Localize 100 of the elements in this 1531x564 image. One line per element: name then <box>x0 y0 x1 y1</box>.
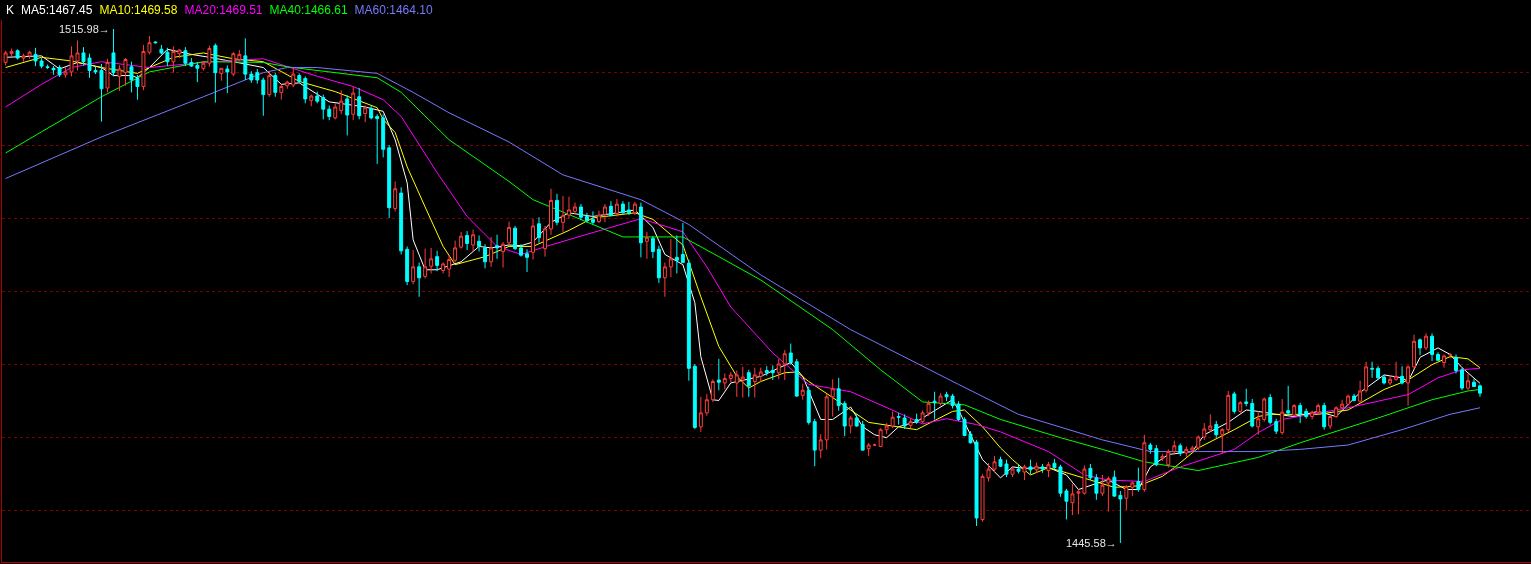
candlestick <box>758 367 763 383</box>
candlestick <box>1214 420 1219 439</box>
candlestick <box>1148 442 1153 455</box>
candlestick <box>507 221 512 245</box>
candlestick <box>537 216 541 244</box>
candlestick <box>1034 462 1039 474</box>
candlestick <box>1028 459 1033 475</box>
candlestick <box>303 75 308 104</box>
candlestick <box>1250 398 1255 428</box>
candlestick <box>740 366 745 399</box>
candlestick <box>776 358 781 380</box>
candlestick <box>626 201 631 216</box>
candlestick <box>381 113 386 158</box>
chart-title: K <box>6 3 15 17</box>
candlestick <box>1274 418 1279 435</box>
candlestick <box>1010 466 1015 478</box>
candlestick <box>1184 445 1189 458</box>
text: MA20:1469.51 <box>184 3 263 17</box>
candlestick <box>501 241 506 269</box>
candlestick <box>477 234 482 253</box>
candlestick <box>249 70 254 84</box>
candlestick <box>836 377 841 412</box>
candlestick <box>1142 434 1147 493</box>
candlestick <box>938 392 943 407</box>
candlestick <box>267 70 272 98</box>
candlestick <box>662 261 667 298</box>
candlestick <box>15 48 20 61</box>
text: MA10:1469.58 <box>99 3 178 17</box>
candlestick <box>555 193 559 226</box>
candlestick <box>1226 390 1231 433</box>
candlestick <box>453 240 458 263</box>
candlestick <box>1130 481 1135 497</box>
candlestick <box>1478 383 1482 398</box>
candlestick <box>644 231 649 260</box>
candlestick <box>405 245 410 286</box>
candlestick <box>770 364 775 381</box>
candlestick <box>890 410 895 429</box>
candlestick <box>1160 453 1165 462</box>
candlestick <box>860 420 865 452</box>
candlestick <box>495 234 500 260</box>
candlestick <box>561 195 565 233</box>
candlestick <box>519 243 523 258</box>
candlestick <box>1322 402 1327 431</box>
candlestick <box>1388 374 1393 386</box>
candlestick <box>279 84 284 101</box>
candlestick <box>632 201 637 216</box>
candlestick <box>525 248 529 273</box>
candlestick <box>896 412 901 426</box>
candlestick <box>1436 351 1440 362</box>
candlestick <box>1202 422 1207 441</box>
candlestick <box>573 202 577 215</box>
candlestick <box>1394 361 1399 380</box>
candlestick <box>728 371 733 383</box>
candlestick <box>734 370 739 398</box>
candlestick <box>782 349 787 381</box>
candlestick <box>1172 440 1177 455</box>
candlestick <box>1268 393 1273 426</box>
candlestick <box>261 77 266 117</box>
candlestick <box>1352 393 1357 402</box>
candlestick <box>818 433 823 459</box>
candlestick <box>1424 332 1429 351</box>
candlestick <box>1406 364 1411 407</box>
candlestick <box>812 418 817 467</box>
candlestick <box>231 51 236 77</box>
text: MA40:1466.61 <box>269 3 348 17</box>
candlestick <box>243 37 248 81</box>
candlestick <box>830 378 835 418</box>
candlestick <box>315 91 320 104</box>
candlestick <box>567 196 571 220</box>
candlestick <box>884 422 889 435</box>
candlestick <box>1178 443 1183 457</box>
candlestick <box>1412 334 1417 370</box>
candlestick <box>255 68 260 85</box>
candlestick <box>656 245 661 284</box>
candlestick <box>1016 464 1021 474</box>
candlestick <box>1244 388 1249 407</box>
candlestick <box>471 229 476 253</box>
candlestick <box>321 94 326 120</box>
candlestick <box>543 225 547 258</box>
candlestick <box>327 105 332 121</box>
candlestick <box>1466 372 1470 391</box>
candlestick <box>375 113 380 165</box>
candlestick <box>692 363 697 430</box>
candlestick <box>800 383 805 401</box>
candlestick <box>1022 464 1027 481</box>
candlestick <box>764 365 769 377</box>
candlestick <box>1124 484 1129 511</box>
candlestick <box>465 230 470 251</box>
candlestick <box>1208 413 1213 433</box>
candlestick <box>513 225 518 251</box>
candlestick <box>1232 391 1237 415</box>
candlestick <box>1280 398 1285 436</box>
candlestick <box>722 372 727 391</box>
candlestick <box>579 203 583 221</box>
candlestick <box>1316 402 1321 416</box>
candlestick <box>932 391 937 420</box>
annotation: 1515.98→ <box>59 23 110 35</box>
candlestick <box>902 413 907 430</box>
candlestick <box>531 218 535 261</box>
candlestick <box>1334 405 1339 419</box>
